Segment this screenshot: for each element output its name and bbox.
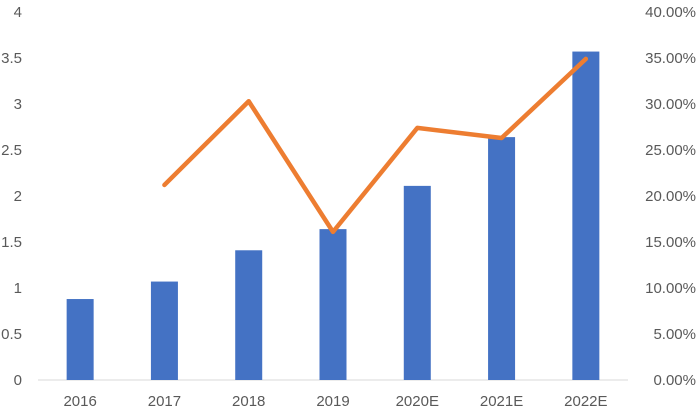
x-tick-label: 2021E: [480, 393, 523, 410]
y-left-tick-label: 3.5: [1, 50, 22, 67]
y-right-tick-label: 0.00%: [653, 372, 696, 389]
growth-line: [162, 56, 589, 235]
y-right-tick-label: 35.00%: [645, 50, 696, 67]
bar: [235, 250, 263, 380]
bar: [66, 299, 94, 380]
y-right-tick-label: 40.00%: [645, 4, 696, 21]
x-tick-label: 2019: [316, 393, 349, 410]
x-tick-label: 2022E: [564, 393, 607, 410]
y-left-tick-label: 3: [14, 96, 22, 113]
y-right-tick-label: 25.00%: [645, 142, 696, 159]
x-tick-label: 2017: [148, 393, 181, 410]
y-left-tick-label: 1.5: [1, 234, 22, 251]
y-left-tick-label: 0.5: [1, 326, 22, 343]
x-tick-label: 2018: [232, 393, 265, 410]
bar: [150, 281, 178, 380]
y-left-tick-label: 2: [14, 188, 22, 205]
bar: [319, 229, 347, 380]
y-right-tick-label: 20.00%: [645, 188, 696, 205]
x-tick-label: 2016: [63, 393, 96, 410]
bar: [488, 137, 516, 380]
bar: [572, 51, 600, 381]
y-left-tick-label: 0: [14, 372, 22, 389]
bar: [403, 185, 431, 380]
y-right-tick-label: 15.00%: [645, 234, 696, 251]
y-right-tick-label: 10.00%: [645, 280, 696, 297]
y-right-tick-label: 5.00%: [653, 326, 696, 343]
y-right-tick-label: 30.00%: [645, 96, 696, 113]
y-left-tick-label: 4: [14, 4, 22, 21]
y-left-tick-label: 1: [14, 280, 22, 297]
y-left-tick-label: 2.5: [1, 142, 22, 159]
x-tick-label: 2020E: [396, 393, 439, 410]
